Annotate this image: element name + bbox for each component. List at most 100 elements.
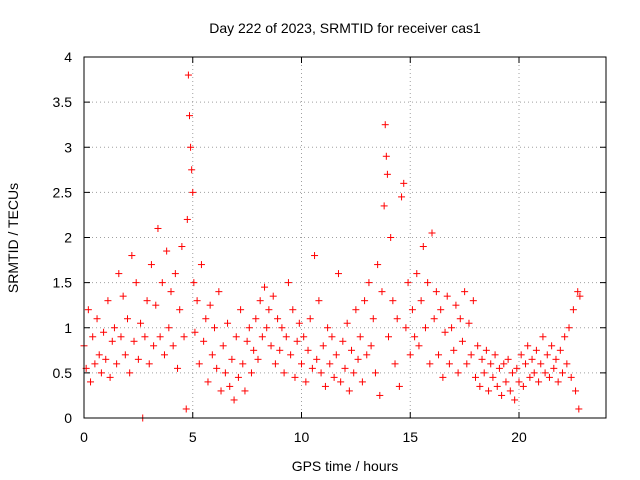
data-point [535, 378, 543, 386]
data-point [356, 333, 364, 341]
data-point [374, 261, 382, 269]
data-point [398, 193, 406, 201]
data-point [506, 387, 514, 395]
data-point [113, 360, 121, 368]
data-point [404, 279, 412, 287]
data-point [147, 261, 155, 269]
data-point [463, 360, 471, 368]
data-point [387, 234, 395, 241]
data-point [128, 252, 136, 260]
data-point [171, 270, 179, 278]
data-point [383, 170, 391, 178]
data-point [219, 342, 227, 350]
data-point [243, 337, 251, 345]
data-point [352, 306, 360, 314]
data-point [439, 373, 447, 381]
data-point [402, 324, 410, 332]
data-point [265, 306, 273, 314]
data-point [393, 315, 401, 323]
data-point [185, 112, 193, 120]
data-point [341, 364, 349, 372]
data-point [174, 364, 182, 372]
data-point [254, 355, 262, 363]
data-point [334, 270, 342, 278]
data-point [561, 333, 569, 341]
y-tick-label: 0 [64, 410, 72, 426]
data-point [367, 342, 375, 350]
data-point [511, 396, 519, 404]
data-point [487, 360, 495, 368]
data-point [354, 355, 362, 363]
data-point [508, 369, 516, 377]
data-point [152, 301, 160, 309]
data-point [304, 346, 312, 354]
data-point [237, 306, 245, 314]
data-point [424, 279, 432, 287]
data-point [189, 188, 197, 196]
data-point [298, 360, 305, 368]
data-point [324, 324, 332, 332]
data-point [106, 373, 114, 381]
data-point [517, 351, 525, 359]
data-point [160, 351, 168, 359]
y-axis-label: SRMTID / TECUs [5, 183, 21, 293]
data-point [300, 333, 308, 341]
data-point [308, 364, 316, 372]
data-point [489, 373, 497, 381]
data-point [143, 297, 151, 305]
data-point [482, 346, 490, 354]
data-point [202, 315, 210, 323]
data-point [163, 247, 171, 255]
data-points [80, 71, 584, 422]
data-point [234, 373, 242, 381]
data-point [452, 301, 460, 309]
data-point [224, 319, 232, 327]
data-point [567, 373, 575, 381]
data-point [443, 292, 451, 300]
data-point [187, 143, 195, 151]
data-point [263, 324, 271, 332]
data-point [134, 355, 142, 363]
data-point [474, 342, 482, 350]
data-point [100, 328, 108, 336]
data-point [435, 351, 443, 359]
data-point [478, 355, 486, 363]
data-point [221, 369, 229, 377]
data-point [385, 333, 392, 341]
data-point [495, 364, 503, 372]
data-point [332, 351, 340, 359]
data-point [458, 337, 466, 345]
data-point [358, 378, 366, 386]
data-point [522, 360, 530, 368]
data-point [548, 342, 556, 350]
data-point [258, 333, 266, 341]
data-point [391, 360, 399, 368]
data-point [315, 297, 323, 305]
data-point [232, 333, 240, 341]
data-point [183, 215, 191, 223]
data-point [256, 297, 264, 305]
y-tick-label: 2 [64, 230, 72, 246]
data-point [528, 355, 536, 363]
data-point [575, 405, 583, 413]
data-point [565, 324, 573, 332]
data-point [504, 355, 512, 363]
data-point [89, 333, 97, 341]
data-point [228, 355, 236, 363]
data-point [169, 342, 177, 350]
data-point [282, 333, 290, 341]
data-point [271, 360, 279, 368]
data-point [250, 346, 258, 354]
data-point [319, 342, 327, 350]
data-point [206, 301, 214, 309]
data-point [208, 351, 216, 359]
data-point [126, 369, 134, 377]
data-point [430, 315, 438, 323]
y-tick-label: 1.5 [53, 275, 73, 291]
data-point [572, 387, 580, 395]
data-point [337, 378, 345, 386]
data-point [280, 369, 288, 377]
data-point [428, 229, 436, 237]
data-point [378, 288, 386, 296]
